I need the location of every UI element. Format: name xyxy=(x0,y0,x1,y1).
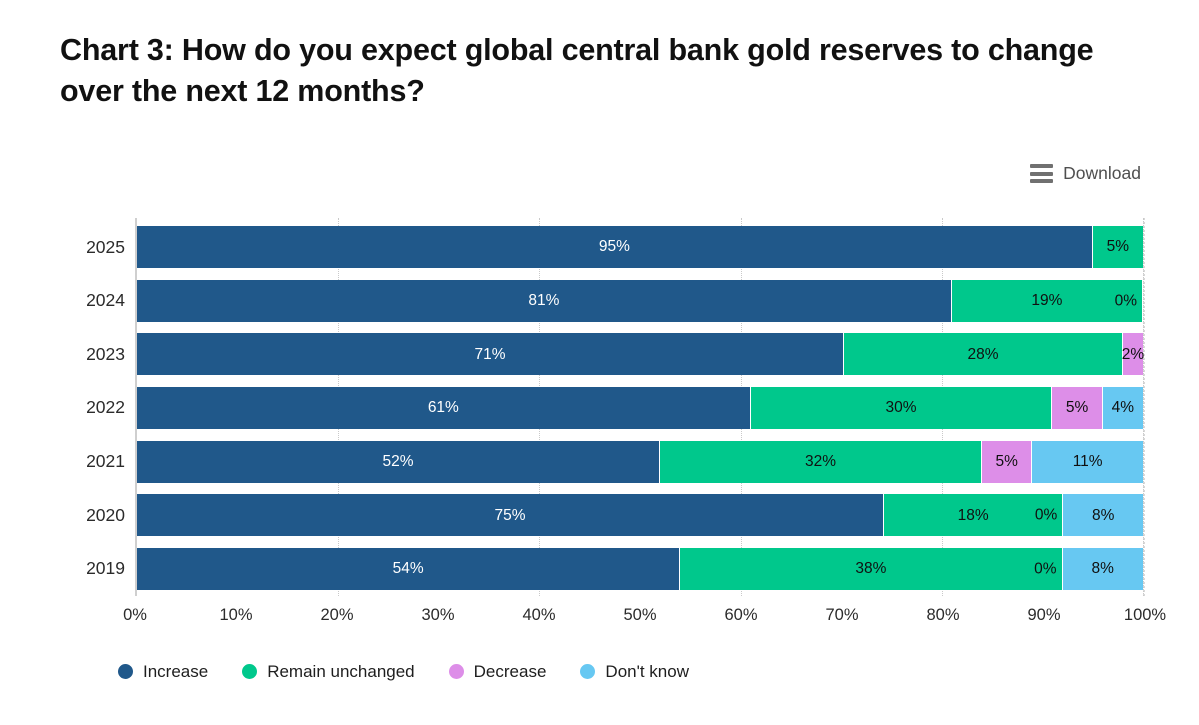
legend-item-label: Don't know xyxy=(605,662,689,681)
legend: Increase Remain unchanged Decrease Don't kn… xyxy=(118,663,689,680)
legend-item-label: Decrease xyxy=(473,662,547,681)
hamburger-menu-icon xyxy=(1030,164,1054,183)
bar-segment-label: 30% xyxy=(885,399,917,417)
bar-segment[interactable]: 38% xyxy=(680,547,1063,590)
y-axis-tick-label: 2020 xyxy=(86,504,125,525)
bar-segment-label: 5% xyxy=(1106,238,1130,256)
page-title: Chart 3: How do you expect global centra… xyxy=(60,33,1094,108)
bar-row: 2023 71% 28% 2% xyxy=(86,333,1145,376)
bar-segment[interactable]: 52% xyxy=(137,440,661,483)
x-axis-tick-label: 10% xyxy=(219,606,253,624)
bar-row: 2020 75% 18% 0% 8% xyxy=(86,494,1143,537)
bar-segment[interactable]: 8% xyxy=(1062,547,1143,590)
bar-segment[interactable]: 32% xyxy=(660,440,983,483)
bar-segment-label: 28% xyxy=(967,345,999,363)
legend-item[interactable]: Remain unchanged xyxy=(242,662,415,681)
bar-segment-label: 8% xyxy=(1091,506,1115,524)
stacked-bar-chart: 2025 95% 5% 2024 81% 19% 0% 2023 71% 28% 2% 2022 61%… xyxy=(60,218,1166,624)
bar-segment-label: 11% xyxy=(1072,452,1103,470)
bar-segment[interactable]: 5% xyxy=(1092,226,1143,268)
bar-row: 2021 52% 32% 5% 11% xyxy=(86,440,1143,483)
x-axis-tick-label: 60% xyxy=(724,606,758,624)
bar-segment-label: 8% xyxy=(1091,560,1114,578)
bar-segment[interactable]: 54% xyxy=(137,547,681,590)
bar-segment-label: 81% xyxy=(528,291,560,309)
bar-rows: 2025 95% 5% 2024 81% 19% 0% 2023 71% 28% 2% 2022 61%… xyxy=(86,218,1145,596)
x-axis-tick-label: 50% xyxy=(623,606,657,624)
bar-segment-label: 18% xyxy=(957,506,989,524)
bar-row: 2024 81% 19% 0% xyxy=(86,279,1143,322)
bar-segment[interactable]: 19% xyxy=(951,279,1143,322)
bar-row: 2019 54% 38% 0% 8% xyxy=(86,547,1143,590)
download-button[interactable]: Download xyxy=(1030,164,1141,183)
bar-segment-label: 95% xyxy=(598,238,630,256)
bar-segment[interactable]: 8% xyxy=(1063,494,1143,537)
legend-item[interactable]: Don't know xyxy=(580,663,689,680)
legend-color-swatch-icon xyxy=(242,664,258,679)
bar-segment-label: 32% xyxy=(805,452,837,470)
bar-segment[interactable]: 5% xyxy=(982,440,1033,483)
bar-segment[interactable]: 11% xyxy=(1032,440,1143,483)
bar-segment[interactable]: 28% xyxy=(844,333,1123,376)
x-axis-tick-label: 80% xyxy=(926,606,960,624)
bar-segment-label: 54% xyxy=(392,560,424,578)
legend-item-label: Remain unchanged xyxy=(267,662,415,681)
legend-color-swatch-icon xyxy=(118,664,133,679)
bar-segment[interactable]: 18% xyxy=(884,494,1064,537)
bar-segment-label: 5% xyxy=(1065,399,1089,417)
x-axis-tick-label: 30% xyxy=(421,606,455,624)
legend-color-swatch-icon xyxy=(448,664,464,679)
bar-segment[interactable]: 2% xyxy=(1121,333,1145,376)
legend-item[interactable]: Increase xyxy=(118,663,208,680)
x-axis-tick-label: 100% xyxy=(1123,606,1167,624)
bar-segment[interactable]: 4% xyxy=(1102,386,1143,429)
bar-row: 2025 95% 5% xyxy=(86,226,1143,268)
y-axis-tick-label: 2019 xyxy=(86,558,125,579)
bar-segment-label: 71% xyxy=(474,345,506,363)
x-axis-tick-label: 70% xyxy=(825,606,859,624)
y-axis-tick-label: 2022 xyxy=(86,397,125,418)
x-axis-tick-label: 40% xyxy=(522,606,556,624)
x-axis-tick-label: 90% xyxy=(1027,606,1061,624)
bar-segment-label: 2% xyxy=(1121,345,1145,363)
x-axis-tick-label: 0% xyxy=(123,606,147,624)
plot-area: 2025 95% 5% 2024 81% 19% 0% 2023 71% 28% 2% 2022 61%… xyxy=(86,218,1145,596)
bar-segment[interactable]: 81% xyxy=(137,279,952,322)
gridline xyxy=(1143,218,1144,596)
legend-color-swatch-icon xyxy=(580,664,596,679)
bar-segment[interactable]: 95% xyxy=(137,226,1093,268)
bar-row: 2022 61% 30% 5% 4% xyxy=(86,386,1143,429)
y-axis-tick-label: 2025 xyxy=(86,236,125,257)
bar-segment[interactable]: 75% xyxy=(137,494,885,537)
bar-segment[interactable]: 30% xyxy=(750,386,1053,429)
y-axis-tick-label: 2024 xyxy=(86,290,125,311)
bar-segment-label: 5% xyxy=(995,452,1018,470)
y-axis-tick-label: 2023 xyxy=(86,343,125,364)
x-axis: 0% 10% 20% 30% 40% 50% 60% 70% 80% 90% 100% xyxy=(123,598,1166,628)
legend-item-label: Increase xyxy=(143,662,209,681)
bar-segment[interactable]: 71% xyxy=(137,333,845,376)
bar-segment[interactable]: 61% xyxy=(137,386,751,429)
bar-segment-label: 52% xyxy=(382,452,414,470)
bar-segment-label: 61% xyxy=(427,399,459,417)
bar-segment-label: 4% xyxy=(1111,399,1135,417)
x-axis-tick-label: 20% xyxy=(320,606,354,624)
bar-segment-label: 38% xyxy=(855,560,887,578)
bar-segment-label: 19% xyxy=(1031,291,1063,309)
download-button-label: Download xyxy=(1063,162,1141,183)
bar-segment-label: 75% xyxy=(494,506,526,524)
y-axis-tick-label: 2021 xyxy=(86,451,125,472)
legend-item[interactable]: Decrease xyxy=(448,662,547,681)
bar-segment[interactable]: 5% xyxy=(1052,386,1103,429)
